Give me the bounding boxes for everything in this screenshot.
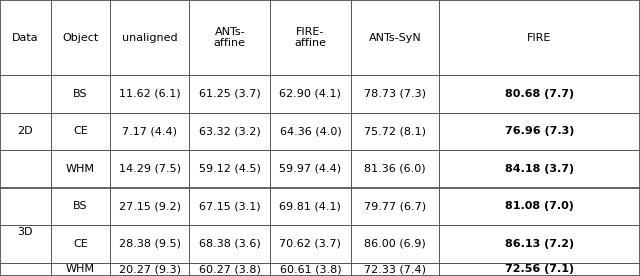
- Text: 69.81 (4.1): 69.81 (4.1): [280, 201, 341, 211]
- Text: CE: CE: [73, 126, 88, 136]
- Text: BS: BS: [73, 201, 88, 211]
- Text: CE: CE: [73, 239, 88, 249]
- Text: BS: BS: [73, 89, 88, 99]
- Text: 14.29 (7.5): 14.29 (7.5): [119, 164, 180, 174]
- Text: 81.08 (7.0): 81.08 (7.0): [505, 201, 574, 211]
- Text: 7.17 (4.4): 7.17 (4.4): [122, 126, 177, 136]
- Text: 63.32 (3.2): 63.32 (3.2): [199, 126, 260, 136]
- Text: Data: Data: [12, 33, 38, 43]
- Text: WHM: WHM: [66, 264, 95, 274]
- Text: 80.68 (7.7): 80.68 (7.7): [505, 89, 574, 99]
- Text: 61.25 (3.7): 61.25 (3.7): [199, 89, 260, 99]
- Text: 3D: 3D: [17, 227, 33, 237]
- Text: 68.38 (3.6): 68.38 (3.6): [199, 239, 260, 249]
- Text: 64.36 (4.0): 64.36 (4.0): [280, 126, 341, 136]
- Text: ANTs-SyN: ANTs-SyN: [369, 33, 421, 43]
- Text: 59.97 (4.4): 59.97 (4.4): [279, 164, 342, 174]
- Text: 2D: 2D: [17, 126, 33, 136]
- Text: 60.61 (3.8): 60.61 (3.8): [280, 264, 341, 274]
- Text: 60.27 (3.8): 60.27 (3.8): [199, 264, 260, 274]
- Text: 20.27 (9.3): 20.27 (9.3): [119, 264, 180, 274]
- Text: 78.73 (7.3): 78.73 (7.3): [364, 89, 426, 99]
- Text: unaligned: unaligned: [122, 33, 177, 43]
- Text: 76.96 (7.3): 76.96 (7.3): [505, 126, 574, 136]
- Text: 70.62 (3.7): 70.62 (3.7): [280, 239, 341, 249]
- Text: 67.15 (3.1): 67.15 (3.1): [199, 201, 260, 211]
- Text: 27.15 (9.2): 27.15 (9.2): [119, 201, 180, 211]
- Text: FIRE-
affine: FIRE- affine: [294, 27, 326, 48]
- Text: FIRE: FIRE: [527, 33, 552, 43]
- Text: 59.12 (4.5): 59.12 (4.5): [199, 164, 260, 174]
- Text: 28.38 (9.5): 28.38 (9.5): [119, 239, 180, 249]
- Text: 79.77 (6.7): 79.77 (6.7): [364, 201, 426, 211]
- Text: 81.36 (6.0): 81.36 (6.0): [364, 164, 426, 174]
- Text: 62.90 (4.1): 62.90 (4.1): [280, 89, 341, 99]
- Text: 75.72 (8.1): 75.72 (8.1): [364, 126, 426, 136]
- Text: 11.62 (6.1): 11.62 (6.1): [119, 89, 180, 99]
- Text: WHM: WHM: [66, 164, 95, 174]
- Text: 86.00 (6.9): 86.00 (6.9): [364, 239, 426, 249]
- Text: ANTs-
affine: ANTs- affine: [214, 27, 246, 48]
- Text: 72.33 (7.4): 72.33 (7.4): [364, 264, 426, 274]
- Text: Object: Object: [62, 33, 99, 43]
- Text: 72.56 (7.1): 72.56 (7.1): [505, 264, 574, 274]
- Text: 84.18 (3.7): 84.18 (3.7): [505, 164, 574, 174]
- Text: 86.13 (7.2): 86.13 (7.2): [505, 239, 574, 249]
